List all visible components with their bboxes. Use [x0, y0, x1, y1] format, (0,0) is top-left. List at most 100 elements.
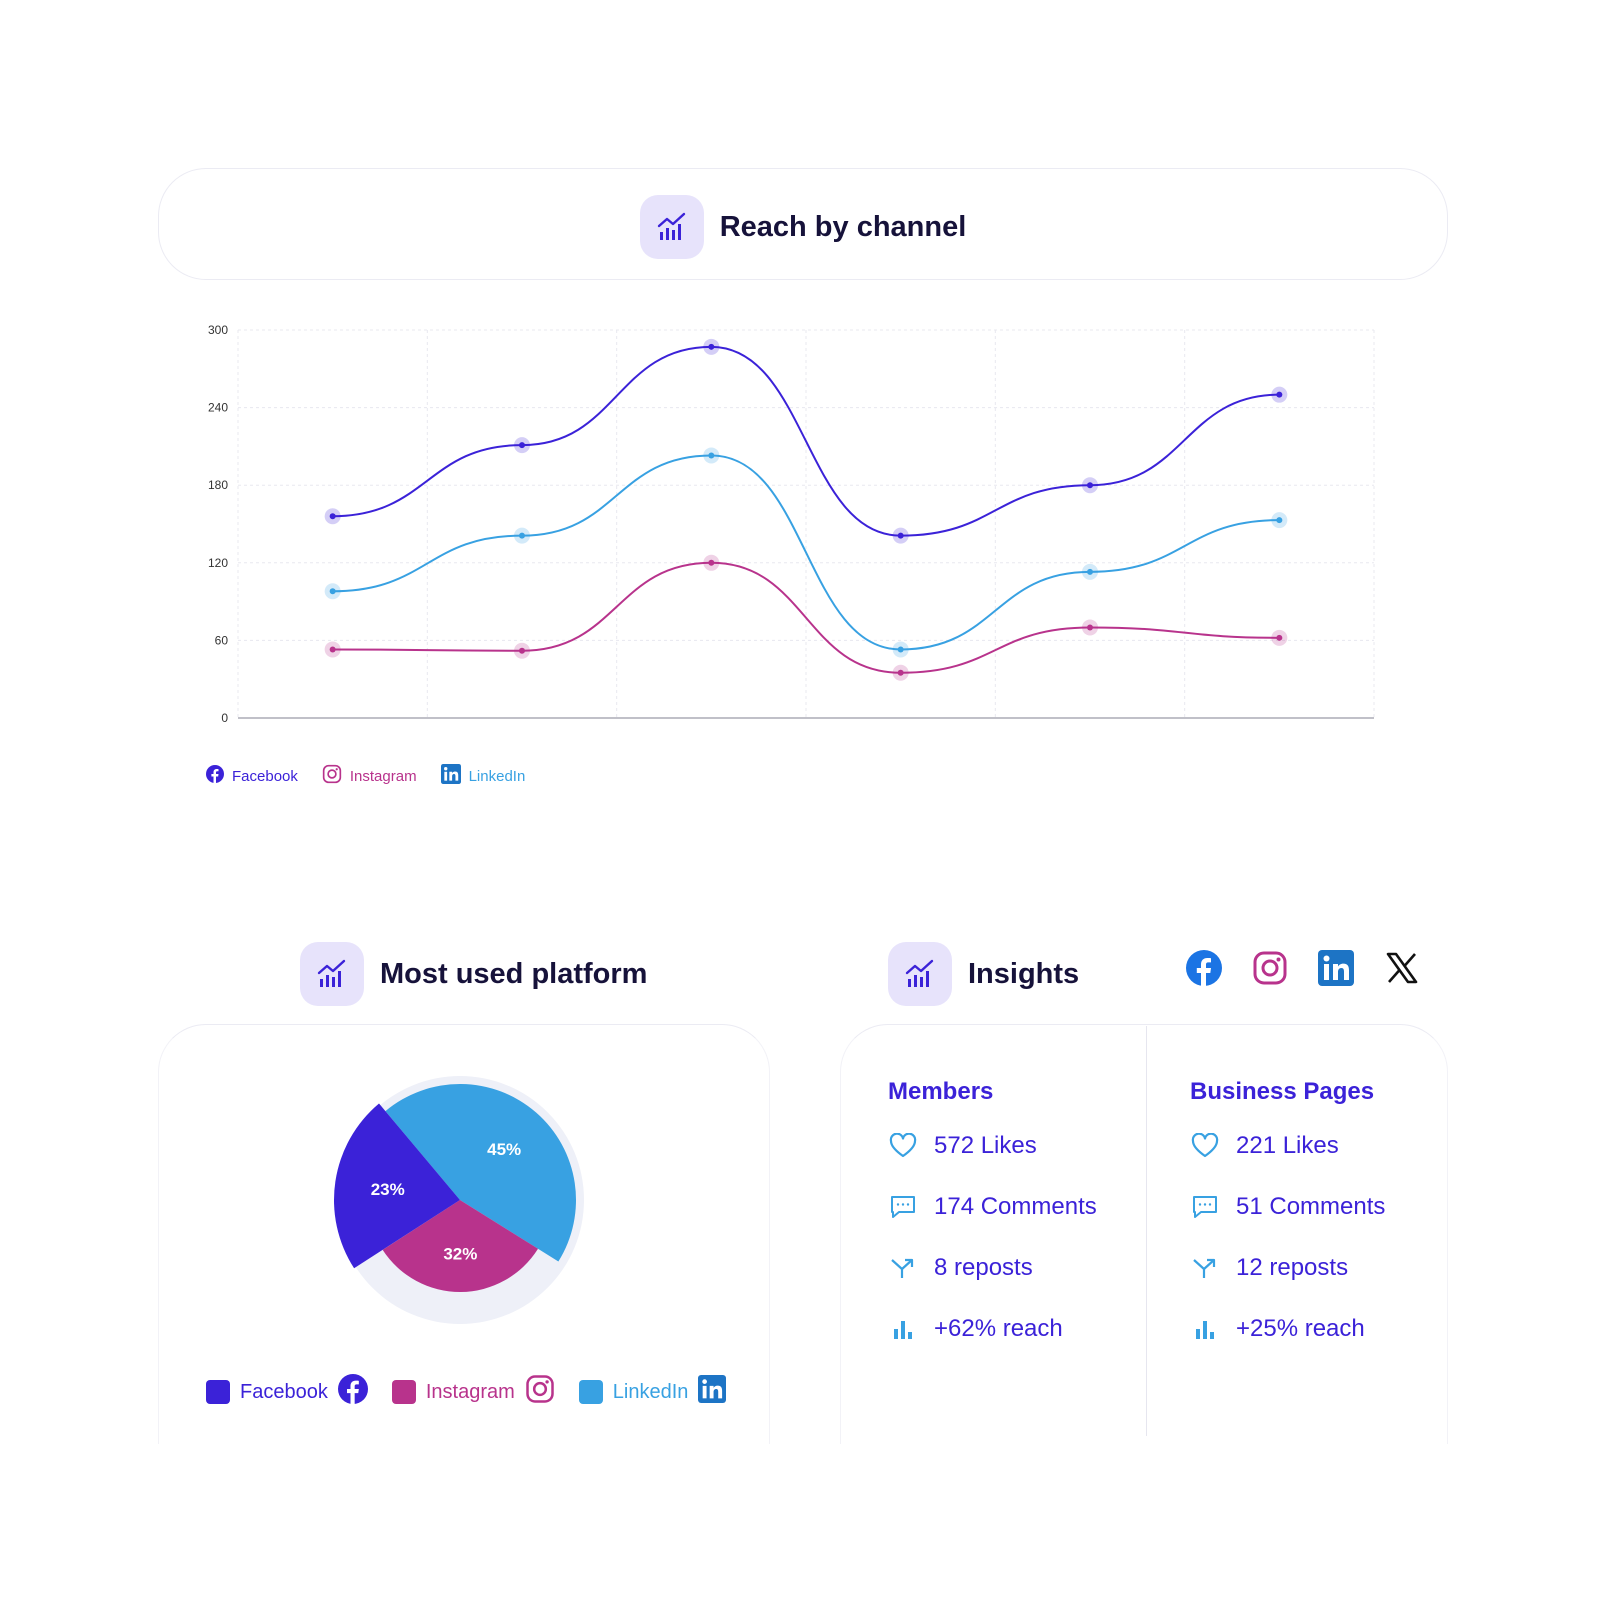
page-title: Reach by channel: [719, 210, 967, 243]
x-icon[interactable]: [1384, 950, 1420, 986]
members-likes: 572 Likes: [888, 1128, 1097, 1164]
pie-chart: 45% 32% 23%: [334, 1076, 584, 1324]
members-reposts: 8 reposts: [888, 1250, 1097, 1286]
business-column: Business Pages 221 Likes 51 Comments 12 …: [1190, 1078, 1385, 1372]
analytics-icon: [888, 942, 952, 1006]
header-inner: Reach by channel: [159, 195, 1447, 259]
linkedin-icon[interactable]: [1318, 950, 1354, 986]
data-point-instagram: [708, 559, 715, 566]
y-tick-label: 300: [208, 323, 228, 337]
insights-panel: [840, 1024, 1448, 1444]
legend-item-facebook: Facebook: [206, 765, 298, 787]
data-point-facebook: [708, 343, 715, 350]
pie-label-facebook: 23%: [371, 1180, 405, 1199]
linkedin-icon: [440, 764, 461, 788]
data-point-linkedin: [1087, 568, 1093, 575]
business-reach-value: +25% reach: [1236, 1315, 1365, 1342]
business-likes-value: 221 Likes: [1236, 1132, 1339, 1159]
members-comments: 174 Comments: [888, 1189, 1097, 1225]
business-reposts-value: 12 reposts: [1236, 1254, 1349, 1281]
heart-icon: [1190, 1131, 1220, 1161]
data-point-facebook: [329, 513, 336, 520]
data-point-linkedin: [329, 588, 336, 595]
business-comments: 51 Comments: [1190, 1189, 1385, 1225]
legend-swatch-instagram: [391, 1380, 416, 1404]
insights-title: Insights: [968, 957, 1080, 990]
repost-icon: [888, 1253, 918, 1283]
pie-slice-facebook: [334, 1103, 460, 1269]
business-reach: +25% reach: [1190, 1311, 1385, 1347]
legend-item-linkedin: LinkedIn: [440, 764, 526, 788]
insights-heading: Insights: [888, 942, 1079, 1006]
members-column: Members 572 Likes 174 Comments 8 reposts…: [888, 1078, 1097, 1372]
members-reach-value: +62% reach: [934, 1315, 1063, 1342]
members-title: Members: [888, 1078, 994, 1105]
y-tick-label: 180: [208, 478, 228, 492]
header-card: Reach by channel: [158, 168, 1448, 280]
facebook-icon: [337, 1374, 368, 1410]
instagram-icon[interactable]: [1252, 950, 1288, 986]
pie-chart-legend: Facebook Instagram LinkedIn: [206, 1374, 727, 1410]
legend-label-linkedin: LinkedIn: [612, 1380, 689, 1403]
legend-swatch-facebook: [206, 1380, 230, 1404]
legend-item-facebook: Facebook: [206, 1374, 368, 1410]
business-comments-value: 51 Comments: [1236, 1193, 1386, 1220]
data-point-facebook: [1276, 391, 1283, 398]
platform-panel: [158, 1024, 770, 1444]
legend-item-linkedin: LinkedIn: [578, 1375, 727, 1409]
series-line-linkedin: [332, 454, 1280, 651]
y-tick-label: 0: [221, 711, 228, 725]
data-point-linkedin: [708, 452, 715, 459]
legend-label-linkedin: LinkedIn: [468, 767, 526, 785]
pie-label-linkedin: 45%: [487, 1140, 521, 1159]
insights-divider: [1146, 1026, 1147, 1436]
business-title: Business Pages: [1190, 1078, 1375, 1105]
data-point-facebook: [519, 442, 525, 449]
data-point-facebook: [1087, 482, 1093, 489]
y-tick-label: 240: [208, 401, 228, 415]
legend-label-instagram: Instagram: [349, 767, 417, 785]
facebook-icon: [206, 765, 224, 787]
data-point-linkedin: [897, 646, 904, 653]
heart-icon: [888, 1131, 918, 1161]
pie-slice-linkedin: [385, 1084, 576, 1262]
analytics-icon: [300, 942, 364, 1006]
data-point-instagram: [1276, 634, 1283, 641]
members-comments-value: 174 Comments: [934, 1193, 1097, 1220]
instagram-icon: [322, 764, 342, 788]
members-likes-value: 572 Likes: [934, 1132, 1037, 1159]
bar-chart-icon: [888, 1314, 918, 1344]
data-point-instagram: [329, 646, 336, 653]
data-point-linkedin: [519, 532, 525, 539]
series-line-facebook: [332, 345, 1280, 537]
facebook-icon[interactable]: [1186, 950, 1222, 986]
comment-icon: [1190, 1192, 1220, 1222]
legend-item-instagram: Instagram: [322, 764, 417, 788]
social-icons: [1186, 950, 1420, 986]
legend-label-facebook: Facebook: [240, 1380, 328, 1403]
comment-icon: [888, 1192, 918, 1222]
data-point-facebook: [897, 532, 904, 539]
line-chart-legend: Facebook Instagram LinkedIn: [206, 764, 525, 788]
platform-title: Most used platform: [380, 957, 648, 990]
y-tick-label: 60: [215, 633, 229, 647]
legend-label-instagram: Instagram: [425, 1380, 515, 1403]
data-point-linkedin: [1276, 517, 1283, 524]
data-point-instagram: [1087, 624, 1093, 631]
pie-label-instagram: 32%: [443, 1244, 477, 1263]
legend-item-instagram: Instagram: [391, 1374, 555, 1410]
linkedin-icon: [698, 1375, 727, 1409]
pie-slice-instagram: [382, 1200, 539, 1292]
legend-label-facebook: Facebook: [232, 767, 298, 785]
bar-chart-icon: [1190, 1314, 1220, 1344]
line-chart: 0 60 120 180 240 300: [208, 323, 1375, 725]
data-point-instagram: [519, 647, 525, 654]
members-reach: +62% reach: [888, 1311, 1097, 1347]
instagram-icon: [525, 1374, 555, 1410]
data-point-instagram: [897, 669, 904, 676]
business-likes: 221 Likes: [1190, 1128, 1385, 1164]
analytics-icon: [639, 195, 704, 259]
legend-swatch-linkedin: [578, 1380, 603, 1404]
y-tick-label: 120: [208, 556, 228, 570]
platform-heading: Most used platform: [300, 942, 647, 1006]
